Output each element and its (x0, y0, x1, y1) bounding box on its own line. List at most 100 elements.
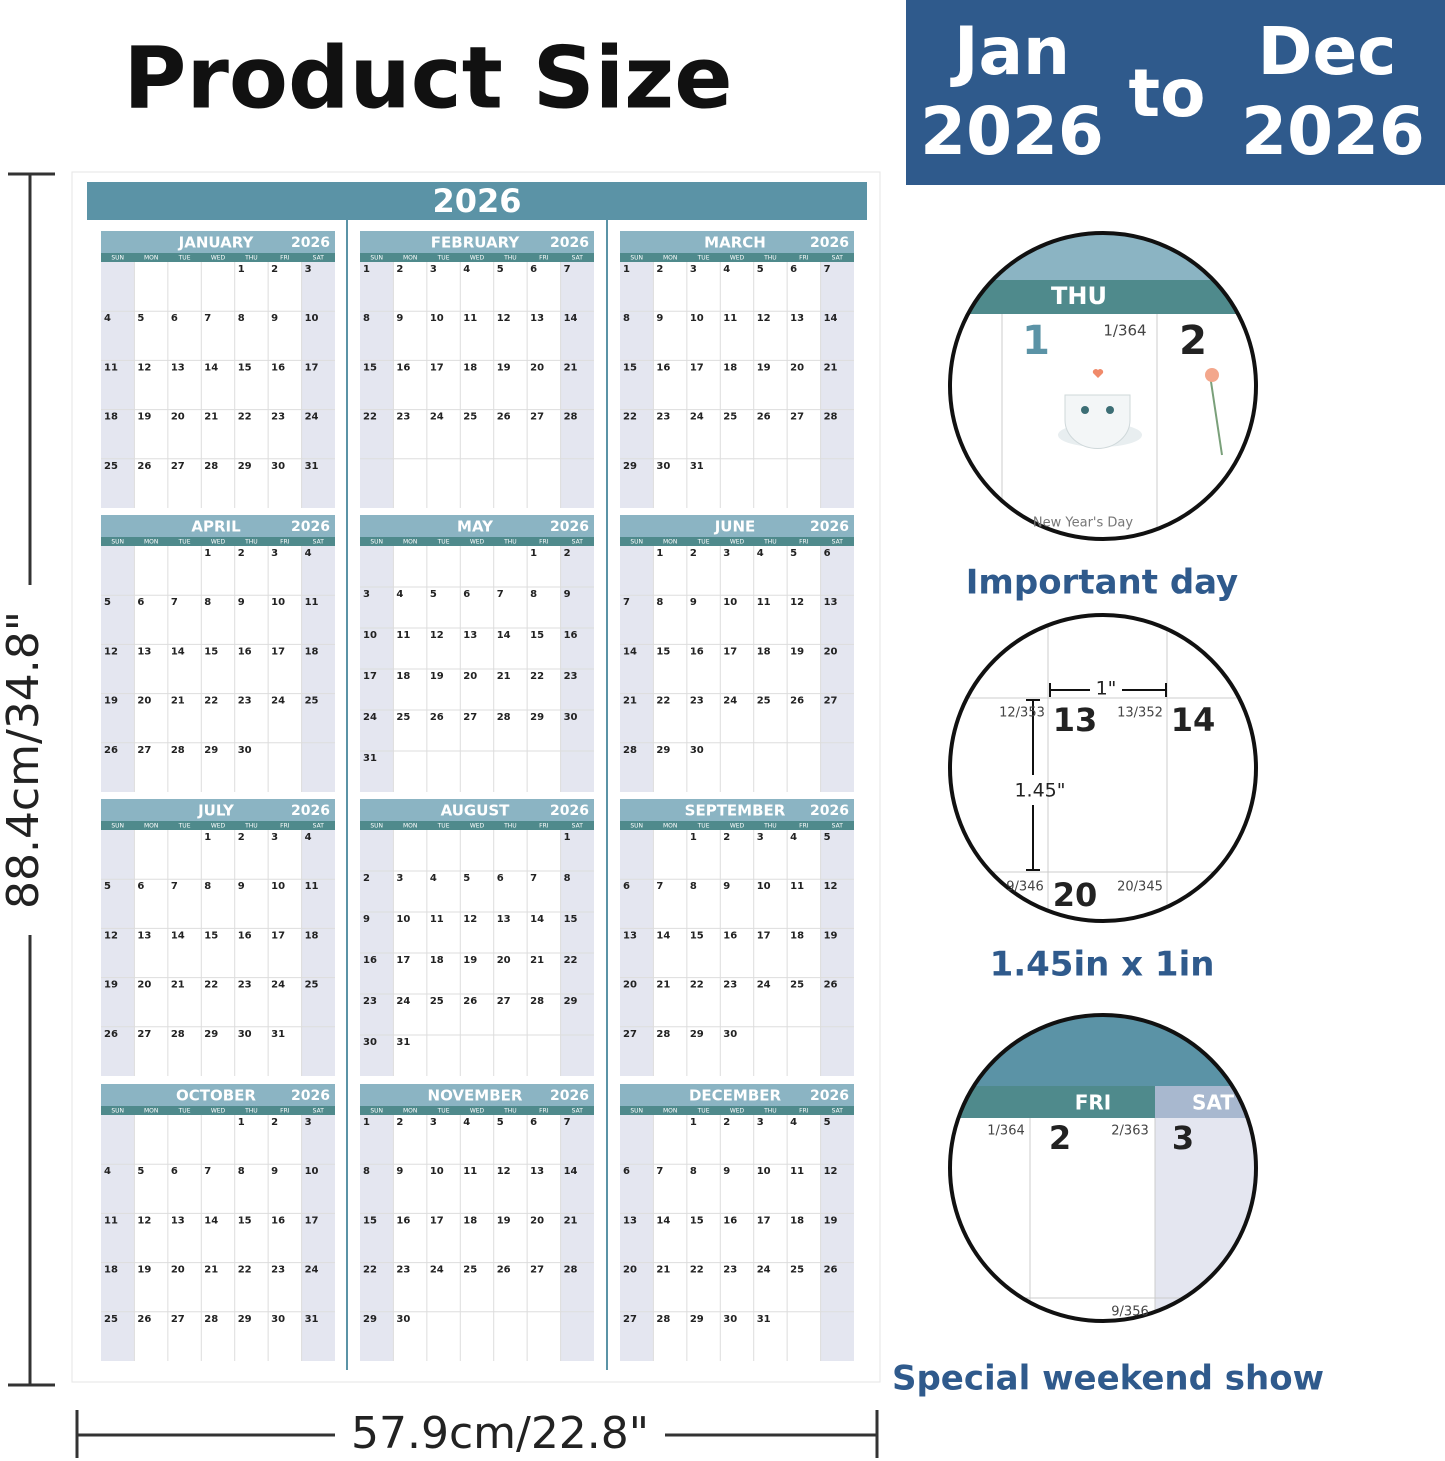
day: 11 (305, 881, 319, 892)
day: 26 (430, 712, 444, 723)
day: 4 (430, 873, 437, 884)
day: 1 (363, 264, 370, 275)
day: 17 (305, 362, 319, 373)
day: 5 (104, 597, 111, 608)
day: 14 (204, 1215, 218, 1226)
weekday: SUN (370, 255, 383, 262)
day: 29 (238, 1314, 252, 1325)
day: 22 (690, 980, 704, 991)
day: 10 (305, 1166, 319, 1177)
day-count: 20/345 (1117, 880, 1163, 895)
day: 19 (104, 696, 118, 707)
weekday: THU (763, 823, 777, 830)
day: 20 (171, 412, 185, 423)
day: 6 (623, 881, 630, 892)
day: 6 (623, 1166, 630, 1177)
day: 13 (623, 930, 637, 941)
day: 2 (363, 873, 370, 884)
day: 10 (271, 881, 285, 892)
weekend-column (820, 830, 854, 1076)
day: 17 (305, 1215, 319, 1226)
weekday: SUN (630, 1108, 643, 1115)
day: 15 (690, 1215, 704, 1226)
month-year: 2026 (810, 519, 849, 535)
weekday: SAT (313, 255, 325, 262)
weekday-row (620, 821, 854, 830)
weekday: MON (144, 823, 158, 830)
weekday: SAT (572, 255, 584, 262)
day: 6 (530, 1117, 537, 1128)
day: 26 (757, 412, 771, 423)
day: 12 (137, 362, 151, 373)
day: 24 (757, 1265, 771, 1276)
day: 3 (757, 832, 764, 843)
day: 15 (623, 362, 637, 373)
weekday: THU (763, 539, 777, 546)
day: 30 (396, 1314, 410, 1325)
day: 27 (137, 1029, 151, 1040)
day: 8 (656, 597, 663, 608)
day: 20 (824, 646, 838, 657)
weekend-column (560, 1115, 594, 1361)
day: 16 (271, 362, 285, 373)
weekend-column (301, 830, 335, 1076)
day: 19 (757, 362, 771, 373)
day: 25 (463, 1265, 477, 1276)
day: 26 (104, 1029, 118, 1040)
day: 28 (564, 1265, 578, 1276)
weekday: TUE (178, 1108, 191, 1115)
day: 18 (430, 955, 444, 966)
month-year: 2026 (810, 1088, 849, 1104)
weekend-column (301, 262, 335, 508)
day: 9 (238, 597, 245, 608)
day: 25 (104, 461, 118, 472)
day: 30 (690, 745, 704, 756)
day: 24 (690, 412, 704, 423)
weekday: WED (211, 823, 226, 830)
day: 22 (656, 696, 670, 707)
day: 8 (690, 881, 697, 892)
weekday: THU (244, 823, 258, 830)
weekday: TUE (697, 255, 710, 262)
weekday: MON (663, 1108, 677, 1115)
banner (906, 0, 1445, 185)
holiday: New Year's Day (1033, 516, 1133, 531)
day: 7 (204, 313, 211, 324)
weekday: THU (503, 539, 517, 546)
weekday: SAT (313, 823, 325, 830)
month-header (620, 515, 854, 537)
day: 6 (530, 264, 537, 275)
weekday: FRI (799, 255, 809, 262)
weekday: MON (144, 539, 158, 546)
day: 21 (204, 1265, 218, 1276)
day: 22 (204, 980, 218, 991)
day: 10 (757, 881, 771, 892)
day: 28 (623, 745, 637, 756)
day: 7 (623, 597, 630, 608)
weekday: SUN (630, 823, 643, 830)
day: 26 (463, 996, 477, 1007)
day: 25 (305, 696, 319, 707)
month-year: 2026 (550, 519, 589, 535)
day: 5 (430, 589, 437, 600)
day: 18 (723, 362, 737, 373)
day: 6 (137, 597, 144, 608)
day: 10 (271, 597, 285, 608)
day: 31 (757, 1314, 771, 1325)
day: 5 (824, 1117, 831, 1128)
title: Product Size (123, 28, 732, 128)
month-name: JUNE (714, 518, 756, 536)
day: 11 (104, 1215, 118, 1226)
day: 29 (238, 461, 252, 472)
day: 5 (137, 313, 144, 324)
day: 6 (824, 548, 831, 559)
day: 2 (690, 548, 697, 559)
day: 12 (757, 313, 771, 324)
day: 21 (824, 362, 838, 373)
day: 18 (757, 646, 771, 657)
day: 30 (656, 461, 670, 472)
weekday: WED (730, 823, 745, 830)
day: 25 (790, 1265, 804, 1276)
day: 28 (171, 1029, 185, 1040)
